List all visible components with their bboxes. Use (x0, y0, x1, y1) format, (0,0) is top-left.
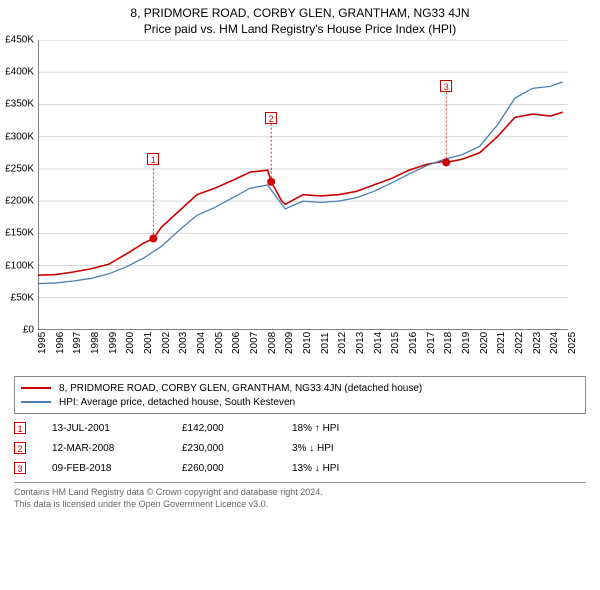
transaction-price: £142,000 (182, 423, 292, 434)
x-tick-label: 2011 (320, 332, 331, 354)
x-tick-label: 2006 (231, 332, 242, 354)
marker-point (267, 178, 275, 186)
table-row: 2 12-MAR-2008 £230,000 3% ↓ HPI (14, 438, 586, 458)
x-tick-label: 1999 (108, 332, 119, 354)
table-row: 3 09-FEB-2018 £260,000 13% ↓ HPI (14, 458, 586, 478)
transaction-marker-icon: 1 (14, 422, 26, 434)
y-tick-label: £350K (5, 99, 34, 110)
x-tick-label: 1998 (90, 332, 101, 354)
x-tick-label: 1997 (72, 332, 83, 354)
title-address: 8, PRIDMORE ROAD, CORBY GLEN, GRANTHAM, … (0, 0, 600, 20)
x-tick-label: 2015 (390, 332, 401, 354)
y-tick-label: £300K (5, 131, 34, 142)
x-tick-label: 2024 (549, 332, 560, 354)
arrow-icon: ↑ (315, 423, 320, 434)
x-tick-label: 2016 (408, 332, 419, 354)
x-tick-label: 2020 (479, 332, 490, 354)
marker-number-box: 3 (440, 80, 452, 92)
x-tick-label: 2013 (355, 332, 366, 354)
x-tick-label: 2019 (461, 332, 472, 354)
x-tick-label: 2021 (496, 332, 507, 354)
legend-swatch (21, 401, 51, 403)
legend-item: 8, PRIDMORE ROAD, CORBY GLEN, GRANTHAM, … (21, 381, 579, 395)
y-tick-label: £0 (23, 325, 34, 336)
title-subtitle: Price paid vs. HM Land Registry's House … (0, 20, 600, 40)
legend-label: 8, PRIDMORE ROAD, CORBY GLEN, GRANTHAM, … (59, 383, 422, 394)
transaction-price: £260,000 (182, 463, 292, 474)
x-tick-label: 2003 (178, 332, 189, 354)
x-tick-label: 2009 (284, 332, 295, 354)
arrow-icon: ↓ (315, 463, 320, 474)
marker-point (442, 158, 450, 166)
footer-line: This data is licensed under the Open Gov… (14, 499, 586, 511)
footer-attribution: Contains HM Land Registry data © Crown c… (14, 482, 586, 510)
x-tick-label: 2022 (514, 332, 525, 354)
transactions-table: 1 13-JUL-2001 £142,000 18% ↑ HPI 2 12-MA… (14, 418, 586, 478)
marker-point (149, 234, 157, 242)
x-tick-label: 2017 (426, 332, 437, 354)
x-tick-label: 1996 (55, 332, 66, 354)
arrow-icon: ↓ (309, 443, 314, 454)
footer-line: Contains HM Land Registry data © Crown c… (14, 487, 586, 499)
transaction-diff: 18% ↑ HPI (292, 423, 392, 434)
y-tick-label: £250K (5, 163, 34, 174)
x-tick-label: 2014 (373, 332, 384, 354)
y-tick-label: £400K (5, 67, 34, 78)
marker-number-box: 1 (147, 153, 159, 165)
y-tick-label: £50K (11, 292, 34, 303)
x-tick-label: 1995 (37, 332, 48, 354)
y-axis-labels: £0£50K£100K£150K£200K£250K£300K£350K£400… (0, 40, 36, 330)
series-line-hpi (38, 82, 563, 284)
x-tick-label: 2001 (143, 332, 154, 354)
y-tick-label: £200K (5, 196, 34, 207)
transaction-marker-icon: 3 (14, 462, 26, 474)
x-tick-label: 2010 (302, 332, 313, 354)
transaction-price: £230,000 (182, 443, 292, 454)
transaction-date: 12-MAR-2008 (52, 443, 182, 454)
transaction-date: 09-FEB-2018 (52, 463, 182, 474)
marker-number-box: 2 (265, 112, 277, 124)
chart-svg (38, 40, 568, 330)
table-row: 1 13-JUL-2001 £142,000 18% ↑ HPI (14, 418, 586, 438)
transaction-date: 13-JUL-2001 (52, 423, 182, 434)
transaction-marker-icon: 2 (14, 442, 26, 454)
x-axis-labels: 1995 1996 1997 1998 1999 2000 2001 2002 2003 2004… (38, 332, 568, 370)
x-tick-label: 2005 (214, 332, 225, 354)
x-tick-label: 2023 (532, 332, 543, 354)
transaction-diff: 3% ↓ HPI (292, 443, 392, 454)
x-tick-label: 2000 (125, 332, 136, 354)
chart-container: 8, PRIDMORE ROAD, CORBY GLEN, GRANTHAM, … (0, 0, 600, 590)
x-tick-label: 2018 (443, 332, 454, 354)
legend-label: HPI: Average price, detached house, Sout… (59, 397, 295, 408)
y-tick-label: £150K (5, 228, 34, 239)
y-tick-label: £100K (5, 260, 34, 271)
legend: 8, PRIDMORE ROAD, CORBY GLEN, GRANTHAM, … (14, 376, 586, 414)
transaction-diff: 13% ↓ HPI (292, 463, 392, 474)
y-tick-label: £450K (5, 35, 34, 46)
x-tick-label: 2008 (267, 332, 278, 354)
x-tick-label: 2004 (196, 332, 207, 354)
x-tick-label: 2007 (249, 332, 260, 354)
x-tick-label: 2012 (337, 332, 348, 354)
x-tick-label: 2002 (161, 332, 172, 354)
chart-area: £0£50K£100K£150K£200K£250K£300K£350K£400… (38, 40, 598, 370)
x-tick-label: 2025 (567, 332, 578, 354)
legend-item: HPI: Average price, detached house, Sout… (21, 395, 579, 409)
legend-swatch (21, 387, 51, 389)
